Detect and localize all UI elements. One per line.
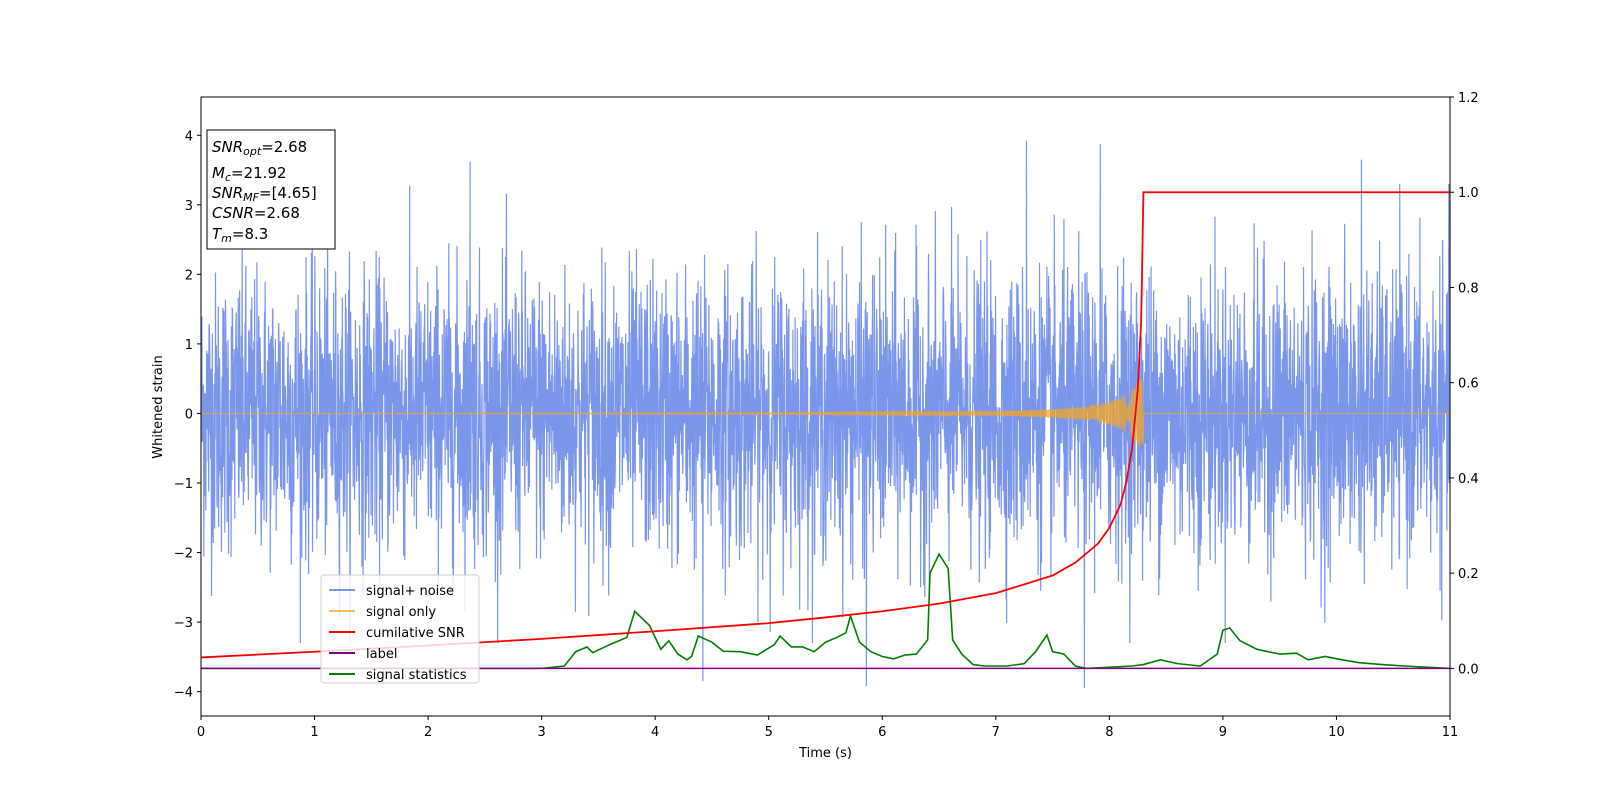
y-tick-label: −3	[174, 616, 193, 631]
x-tick-label: 7	[992, 725, 1000, 740]
x-tick-label: 4	[651, 725, 659, 740]
y-tick-label: −1	[174, 477, 193, 492]
x-tick-label: 10	[1328, 725, 1345, 740]
x-tick-label: 9	[1219, 725, 1227, 740]
legend-entry-signal-noise: signal+ noise	[329, 584, 454, 599]
annotation-frame	[206, 129, 336, 250]
x-tick-label: 6	[878, 725, 886, 740]
x-tick-label: 8	[1105, 725, 1113, 740]
y-tick-label: 1	[185, 338, 193, 353]
x-tick-label: 0	[197, 725, 205, 740]
legend-label: cumilative SNR	[366, 626, 465, 641]
ticks-layer: 0 1 2 3 4 5 6 7 8 9 10 11 −4 −3 −2 −1 0 1 2 3 4 0.0 0.2 0.4 0.6 0…	[174, 91, 1479, 740]
legend-label: signal only	[366, 605, 436, 620]
legend-label: signal statistics	[366, 668, 467, 683]
legend-label: signal+ noise	[366, 584, 454, 599]
series-signal-noise	[201, 140, 1450, 689]
annotation-snr-mf: SNRMF=[4.65]	[212, 184, 317, 204]
legend: signal+ noise signal only cumilative SNR la…	[320, 574, 480, 684]
y-axis-label: Whitened strain	[151, 355, 166, 458]
annotation-mc: Mc=21.92	[212, 164, 287, 184]
x-tick-label: 1	[310, 725, 318, 740]
y2-tick-label: 0.2	[1458, 567, 1479, 582]
legend-entry-label: label	[329, 647, 397, 662]
series-cumulative-snr	[201, 191, 1450, 659]
y-tick-label: 2	[185, 268, 193, 283]
x-tick-label: 2	[424, 725, 432, 740]
series-signal-statistics	[201, 552, 1450, 670]
annotation-tm: Tm=8.3	[212, 225, 268, 245]
series-signal-only	[201, 379, 1450, 448]
y2-tick-label: 0.6	[1458, 377, 1479, 392]
annotation-box: SNRopt=2.68 Mc=21.92 SNRMF=[4.65] CSNR=2…	[206, 129, 336, 250]
annotation-snr-opt: SNRopt=2.68	[212, 138, 307, 158]
y-tick-label: 0	[185, 407, 193, 422]
y2-tick-label: 1.2	[1458, 91, 1479, 106]
x-axis-label: Time (s)	[798, 746, 852, 761]
y2-tick-label: 1.0	[1458, 186, 1479, 201]
y-tick-label: 3	[185, 199, 193, 214]
y2-tick-label: 0.4	[1458, 472, 1479, 487]
y-tick-label: 4	[185, 129, 193, 144]
legend-entry-cumulative-snr: cumilative SNR	[329, 626, 465, 641]
y2-tick-label: 0.8	[1458, 281, 1479, 296]
legend-label: label	[366, 647, 397, 662]
y2-tick-label: 0.0	[1458, 662, 1479, 677]
x-tick-label: 5	[765, 725, 773, 740]
legend-entry-signal-statistics: signal statistics	[329, 668, 467, 683]
y-tick-label: −2	[174, 547, 193, 562]
x-tick-label: 11	[1442, 725, 1459, 740]
annotation-csnr: CSNR=2.68	[212, 204, 300, 222]
legend-entry-signal-only: signal only	[329, 605, 436, 620]
legend-frame	[320, 574, 480, 684]
plot-frame	[200, 96, 1451, 717]
x-tick-label: 3	[537, 725, 545, 740]
y-tick-label: −4	[174, 686, 193, 701]
